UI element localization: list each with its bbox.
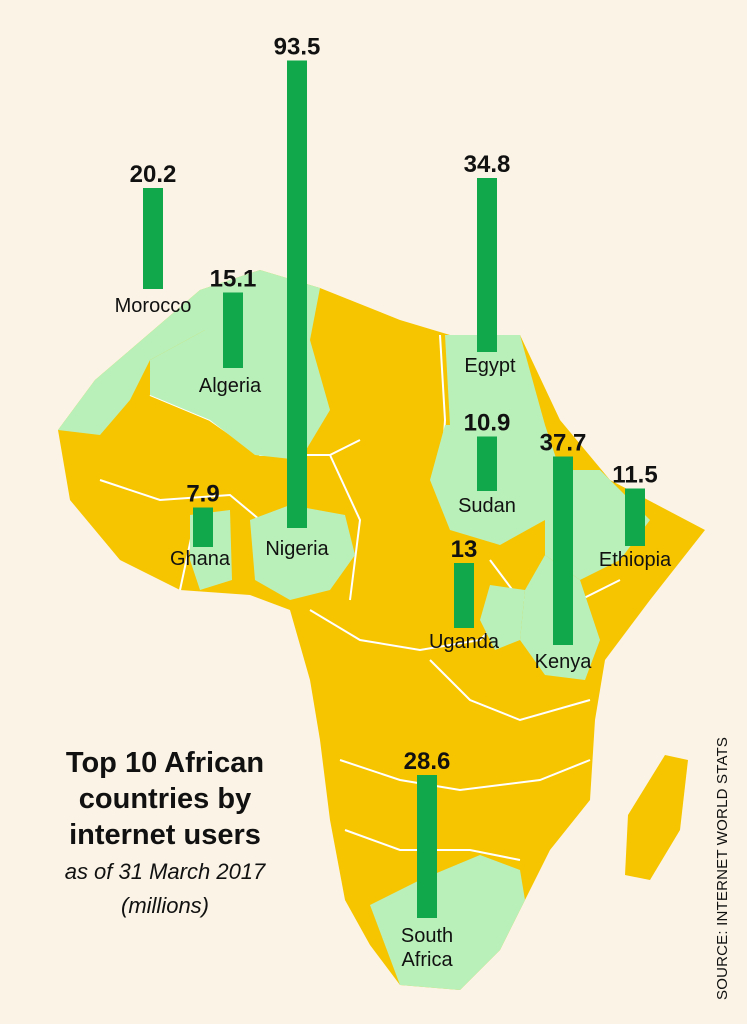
bar-ethiopia xyxy=(625,488,645,546)
value-label-ethiopia: 11.5 xyxy=(612,462,657,489)
nigeria-region xyxy=(250,505,355,600)
bar-morocco xyxy=(143,188,163,289)
source-label: SOURCE: INTERNET WORLD STATS xyxy=(714,736,731,1000)
bar-uganda xyxy=(454,563,474,628)
value-label-egypt: 34.8 xyxy=(464,151,511,178)
uganda-region xyxy=(480,585,525,650)
madagascar-island xyxy=(625,755,688,880)
bar-kenya xyxy=(553,456,573,645)
value-label-uganda: 13 xyxy=(451,536,478,563)
egypt-region xyxy=(445,335,545,425)
country-label-south-africa: South xyxy=(401,925,453,947)
value-label-morocco: 20.2 xyxy=(130,161,177,188)
value-label-nigeria: 93.5 xyxy=(274,34,321,61)
country-label-egypt: Egypt xyxy=(464,355,516,377)
border-line xyxy=(429,659,591,722)
bar-egypt xyxy=(477,178,497,352)
morocco-region xyxy=(58,290,215,435)
chart-unit: (millions) xyxy=(121,893,209,918)
country-label-algeria: Algeria xyxy=(199,375,262,397)
country-label-ethiopia: Ethiopia xyxy=(599,549,672,571)
border-line xyxy=(99,479,261,521)
bar-south-africa xyxy=(417,775,437,918)
chart-title: Top 10 African countries by internet use… xyxy=(65,747,265,851)
country-label-sudan: Sudan xyxy=(458,495,516,517)
bar-sudan xyxy=(477,436,497,491)
country-label-uganda: Uganda xyxy=(429,631,500,653)
bar-algeria xyxy=(223,292,243,368)
country-label-kenya: Kenya xyxy=(535,651,593,673)
country-label-ghana: Ghana xyxy=(170,548,231,570)
bars-layer xyxy=(143,60,645,918)
value-label-sudan: 10.9 xyxy=(464,410,511,437)
border-line xyxy=(329,454,362,601)
value-label-ghana: 7.9 xyxy=(186,481,219,508)
value-label-algeria: 15.1 xyxy=(210,266,257,293)
country-label-south-africa: Africa xyxy=(401,949,453,971)
chart-title-block: Top 10 African countries by internet use… xyxy=(30,745,300,921)
value-labels-layer: 93.5 37.7 34.8 28.6 20.2 15.1 13 11.5 10.9 7.9 xyxy=(130,34,658,776)
country-label-nigeria: Nigeria xyxy=(265,538,329,560)
border-line xyxy=(339,759,591,792)
value-label-kenya: 37.7 xyxy=(540,430,587,457)
chart-subtitle: as of 31 March 2017 xyxy=(64,859,266,884)
value-label-south-africa: 28.6 xyxy=(404,748,451,775)
bar-ghana xyxy=(193,507,213,547)
bar-nigeria xyxy=(287,60,307,528)
country-label-morocco: Morocco xyxy=(115,295,192,317)
south-africa-region xyxy=(370,855,525,990)
